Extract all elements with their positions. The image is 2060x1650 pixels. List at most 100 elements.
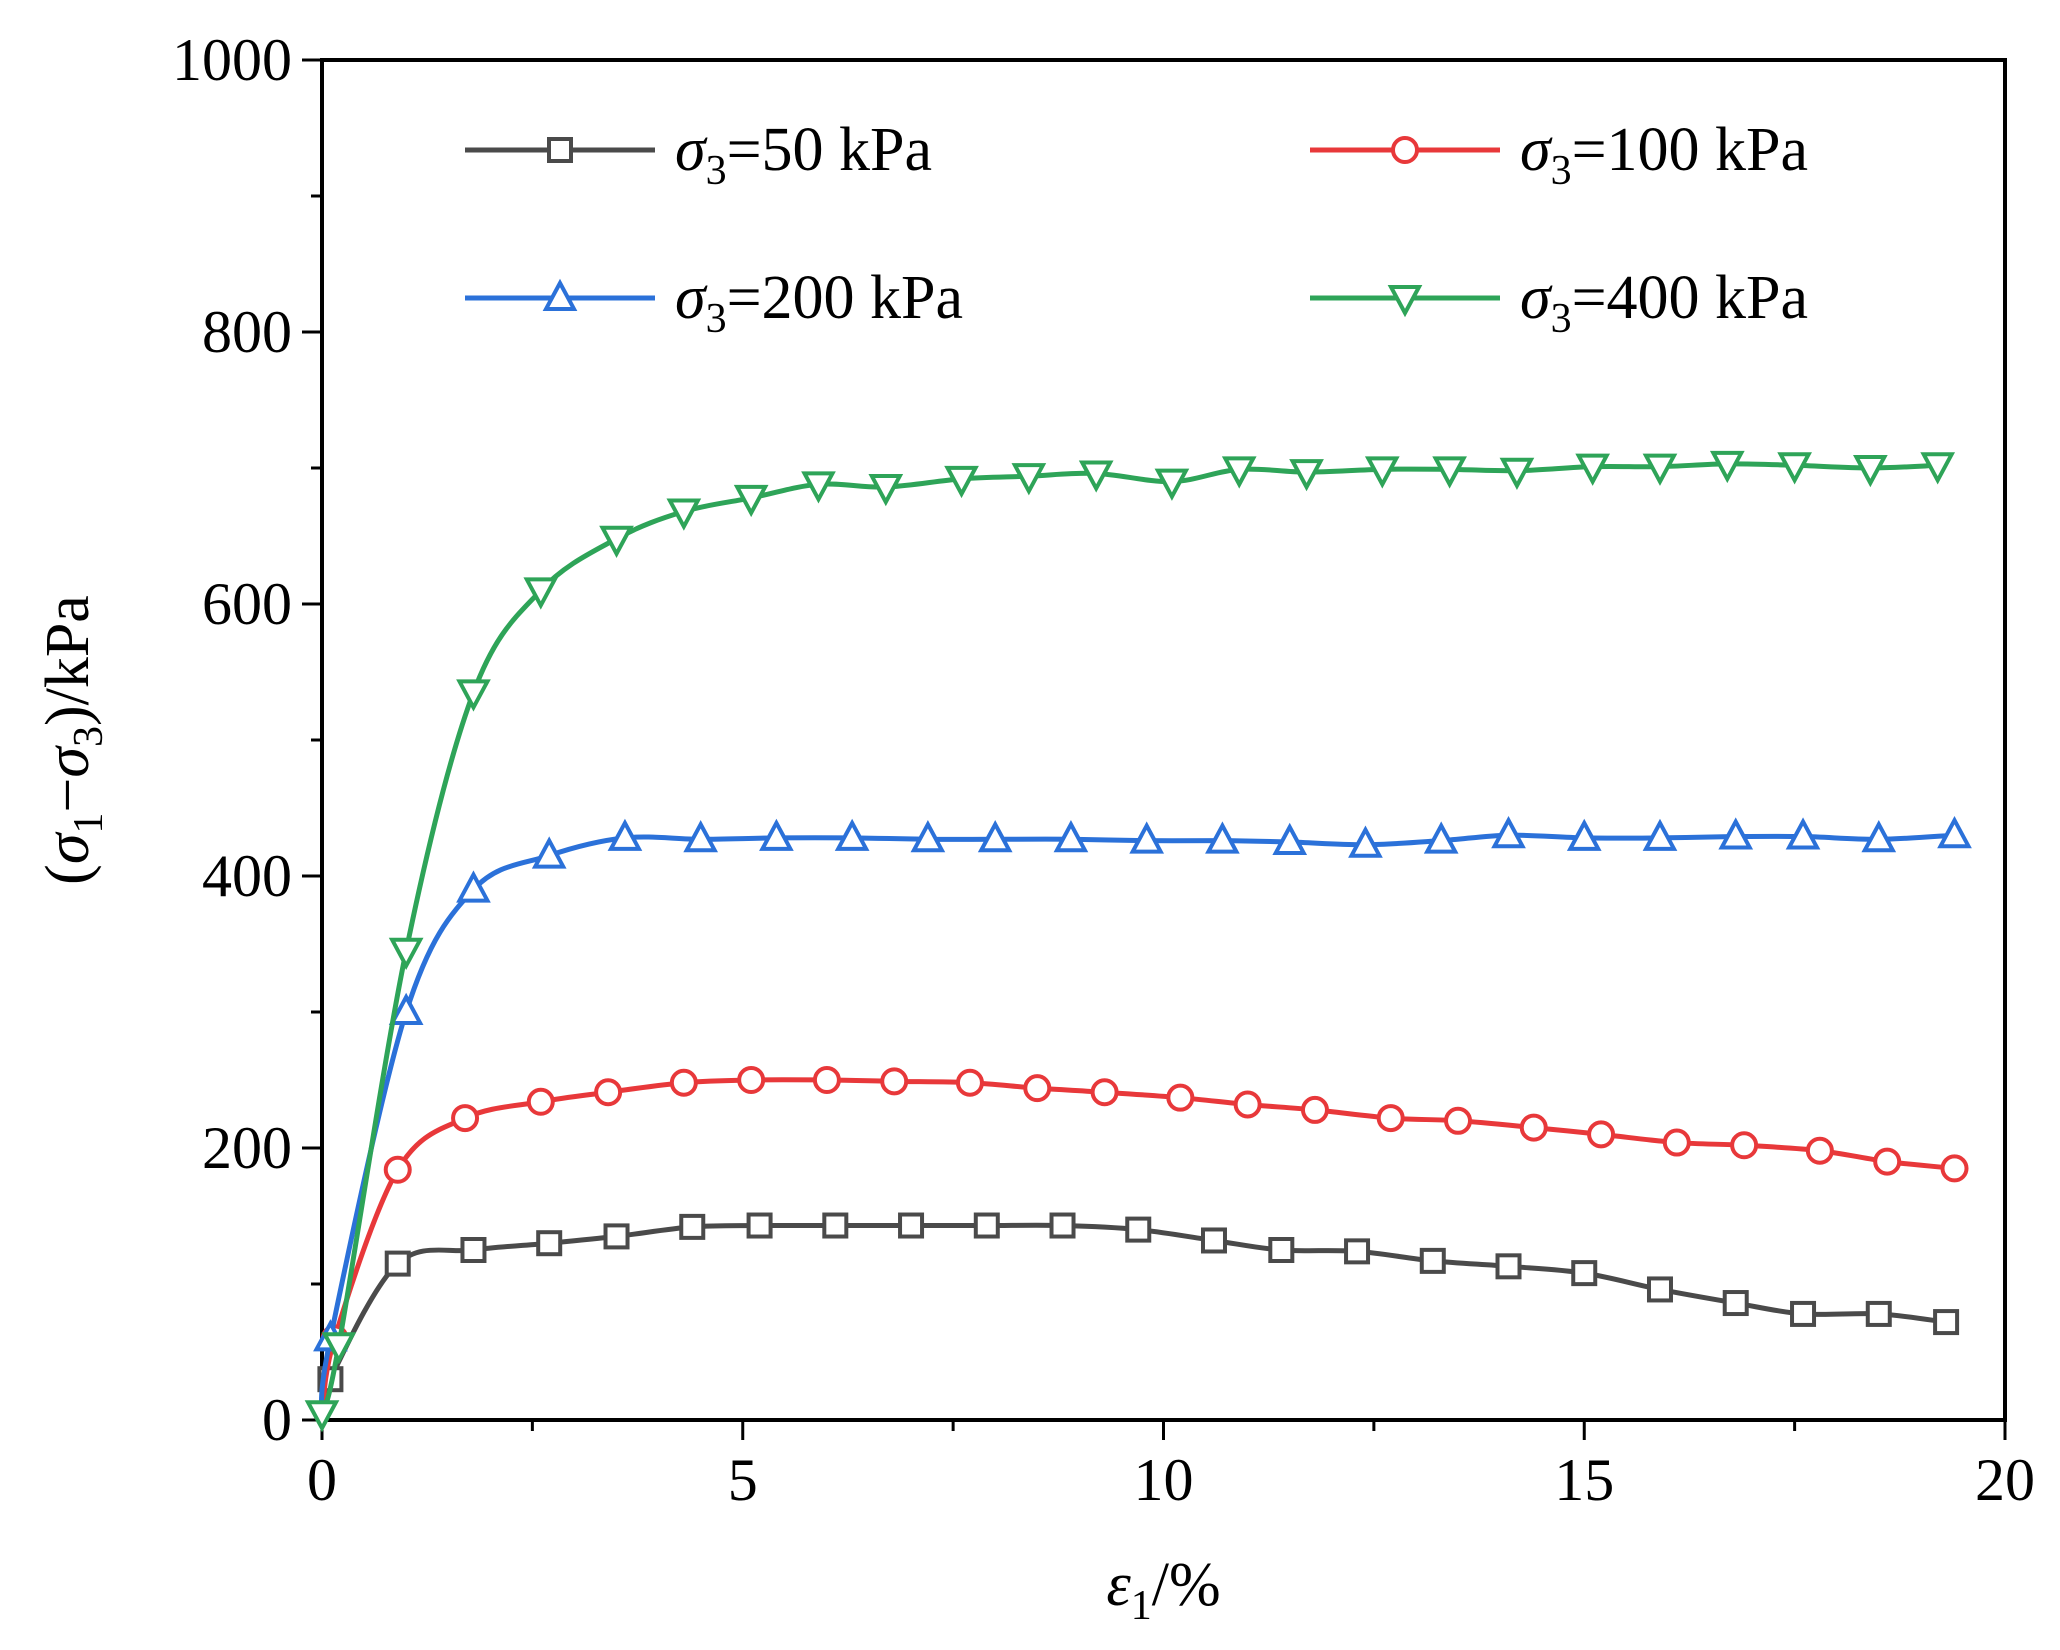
data-point (1920, 452, 1956, 485)
series-1 (319, 1066, 1969, 1421)
data-point (834, 818, 870, 851)
legend-marker (547, 137, 573, 163)
data-point (746, 1212, 773, 1239)
y-tick-label: 1000 (172, 27, 292, 93)
data-point (1718, 817, 1754, 850)
data-point (321, 1332, 357, 1365)
data-point (880, 1067, 909, 1096)
data-point (1154, 468, 1190, 501)
data-point (1790, 1300, 1817, 1327)
data-point (973, 1212, 1000, 1239)
data-point (1571, 1260, 1598, 1287)
y-axis-title-unit: )/kPa (34, 595, 102, 726)
y-tick-label: 0 (262, 1387, 292, 1453)
x-axis-title: ε1/% (1106, 1551, 1220, 1629)
data-point (1730, 1131, 1759, 1160)
data-point (733, 484, 769, 518)
data-point (1432, 456, 1467, 489)
legend-entry: σ3=400 kPa (1310, 264, 1808, 342)
data-point (1499, 457, 1535, 490)
data-point (679, 1213, 706, 1240)
data-point (383, 1155, 412, 1184)
data-point (1491, 815, 1526, 849)
series-0 (317, 1212, 1960, 1421)
x-tick-label: 0 (307, 1447, 337, 1513)
data-point (1125, 1216, 1152, 1243)
data-point (1205, 821, 1240, 854)
data-point (1865, 1300, 1892, 1327)
data-point (603, 1223, 630, 1250)
data-point (910, 820, 946, 853)
data-point (666, 498, 702, 531)
data-point (977, 820, 1013, 853)
data-point (1023, 1074, 1052, 1103)
data-point (1709, 450, 1745, 484)
data-point (1805, 1136, 1834, 1165)
data-point (536, 1230, 563, 1257)
data-point (1233, 1090, 1262, 1119)
data-point (1300, 1095, 1329, 1124)
legend-marker (1391, 136, 1419, 164)
y-tick-label: 800 (202, 299, 292, 365)
legend-marker (1387, 285, 1423, 318)
data-point (759, 818, 794, 851)
data-point (1575, 453, 1611, 486)
data-point (1937, 815, 1972, 849)
y-axis-title: (σ1−σ3)/kPa (34, 595, 112, 885)
legend-label: σ3=50 kPa (675, 116, 932, 194)
legend-label: σ3=100 kPa (1520, 116, 1808, 194)
y-axis-title-sub1: 1 (66, 813, 112, 834)
data-point (868, 474, 904, 507)
data-point (1011, 463, 1047, 496)
legend-entry: σ3=50 kPa (465, 116, 932, 194)
legend-label: σ3=200 kPa (675, 264, 963, 342)
x-axis-title-symbol: ε (1106, 1551, 1131, 1619)
data-point (1049, 1212, 1076, 1239)
data-point (526, 1087, 555, 1116)
y-axis-title-sigma3: σ (34, 745, 102, 778)
series-line (319, 1077, 1955, 1421)
x-tick-label: 20 (1975, 1447, 2035, 1513)
x-tick-label: 10 (1134, 1447, 1194, 1513)
data-point (1853, 455, 1888, 488)
legend-entry: σ3=200 kPa (465, 264, 963, 342)
data-point (384, 1250, 411, 1277)
legend-marker (542, 278, 578, 311)
data-point (669, 1068, 698, 1097)
legend-entry: σ3=100 kPa (1310, 116, 1808, 194)
data-point (1364, 456, 1400, 489)
data-point (460, 1237, 487, 1263)
data-point (1662, 1128, 1691, 1157)
data-point (1090, 1078, 1119, 1107)
data-point (1777, 452, 1812, 485)
x-tick-label: 5 (728, 1447, 758, 1513)
data-point (1519, 1113, 1548, 1142)
data-point (456, 870, 491, 903)
data-point (1129, 821, 1165, 854)
data-point (1587, 1120, 1616, 1149)
y-tick-label: 600 (202, 571, 292, 637)
data-point (955, 1068, 984, 1097)
y-axis-title-sigma1: σ (34, 831, 102, 864)
x-axis-title-subscript: 1 (1131, 1583, 1152, 1629)
data-point (1348, 825, 1383, 858)
data-point (1166, 1083, 1195, 1112)
data-point (1272, 822, 1308, 855)
data-point (1344, 1238, 1371, 1265)
data-point (812, 1066, 841, 1094)
data-point (1444, 1106, 1473, 1135)
data-point (1221, 456, 1257, 489)
y-axis-title-open-paren: ( (34, 864, 102, 885)
data-point (1642, 818, 1678, 851)
data-point (1423, 821, 1459, 854)
y-axis-title-dash: − (34, 778, 102, 813)
data-point (737, 1066, 766, 1094)
legend: σ3=50 kPa σ3=100 kPa σ3=200 kPa σ3=400 kPa (465, 116, 1808, 342)
data-point (1566, 818, 1602, 851)
data-point (1200, 1227, 1227, 1254)
data-point (451, 1104, 480, 1133)
y-axis-title-sub3: 3 (66, 726, 112, 747)
data-point (1268, 1237, 1295, 1263)
data-point (822, 1212, 849, 1239)
